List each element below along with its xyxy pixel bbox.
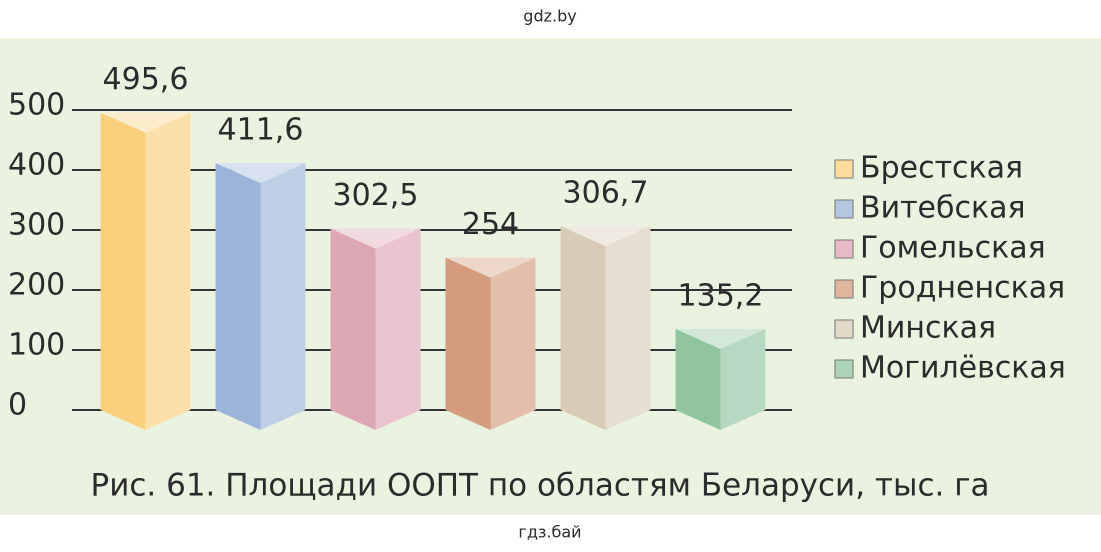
y-tick-label: 300 (8, 208, 65, 243)
legend-swatch (834, 239, 854, 259)
value-label: 495,6 (103, 62, 189, 97)
legend-label: Гродненская (860, 271, 1065, 306)
bar-left-face (100, 112, 146, 430)
legend-swatch (834, 199, 854, 219)
bar-right-face (490, 257, 536, 430)
value-label: 306,7 (563, 175, 649, 210)
watermark: гдз.бай (518, 523, 581, 542)
bar-left-face (330, 228, 376, 430)
y-tick-label: 500 (8, 88, 65, 123)
bar-left-face (215, 163, 261, 431)
watermark: gdz.by (523, 7, 576, 26)
chart-title: Рис. 61. Площади ООПТ по областям Белару… (91, 468, 990, 504)
bar-top-face (215, 163, 306, 184)
value-label: 302,5 (333, 178, 419, 213)
legend-swatch (834, 359, 854, 379)
bar-right-face (375, 228, 421, 430)
bar-right-face (720, 328, 766, 430)
value-label: 135,2 (678, 278, 764, 313)
bar-left-face (675, 328, 721, 430)
legend-label: Могилёвская (860, 351, 1066, 386)
legend-label: Брестская (860, 151, 1023, 186)
bar-top-face (330, 228, 421, 249)
bar-top-face (445, 257, 536, 278)
bar-top-face (100, 112, 191, 133)
legend-swatch (834, 319, 854, 339)
bar-left-face (560, 225, 606, 430)
y-tick-label: 400 (8, 148, 65, 183)
y-tick-label: 200 (8, 268, 65, 303)
value-label: 254 (462, 207, 519, 242)
legend-label: Минская (860, 311, 996, 346)
bar-top-face (560, 225, 651, 246)
legend-swatch (834, 159, 854, 179)
legend-label: Гомельская (860, 231, 1046, 266)
bar-right-face (605, 225, 651, 430)
y-tick-label: 100 (8, 328, 65, 363)
y-tick-label: 0 (8, 388, 27, 423)
bar-left-face (445, 257, 491, 430)
bar-top-face (675, 328, 766, 349)
bar-right-face (145, 112, 191, 430)
legend-label: Витебская (860, 191, 1026, 226)
bar-right-face (260, 163, 306, 431)
value-label: 411,6 (218, 113, 304, 148)
legend-swatch (834, 279, 854, 299)
